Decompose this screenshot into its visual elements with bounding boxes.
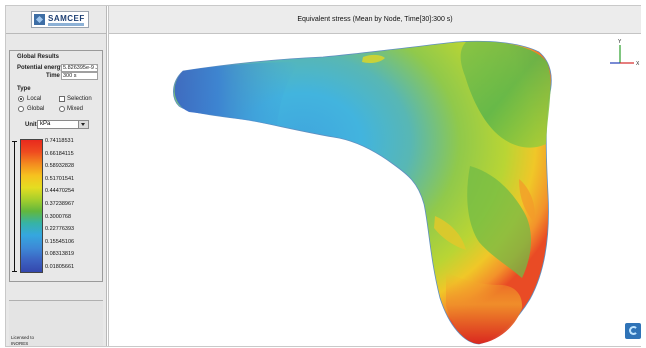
legend-level-5: 0.37238967 [45, 201, 75, 207]
time-field[interactable]: 300 s [61, 72, 98, 80]
y-axis-label: Y [618, 39, 622, 45]
stress-contour-plot[interactable]: Y X [109, 34, 641, 346]
unit-select-value: kPa [40, 121, 51, 127]
legend-level-9: 0.08313819 [45, 251, 75, 258]
scale-axis-top-cap [12, 141, 17, 142]
licensee-name: INORES [11, 341, 29, 346]
samcef-logo-icon [34, 14, 45, 25]
3d-viewport[interactable]: Y X [108, 34, 641, 346]
stress-color-legend [20, 139, 43, 273]
global-results-label: Global Results [17, 54, 60, 60]
x-axis-label: X [636, 61, 640, 67]
local-radio-label: Local [27, 96, 42, 102]
samcef-logo-icon [625, 323, 641, 339]
legend-level-1: 0.66184115 [45, 150, 74, 157]
axis-triad-icon: Y X [610, 39, 640, 67]
view-title: Equivalent stress (Mean by Node, Time[30… [297, 16, 453, 23]
unit-label: Unit [25, 122, 37, 128]
global-radio[interactable] [18, 106, 24, 112]
samcef-logo: SAMCEF [31, 11, 89, 28]
lower-green-region [467, 166, 531, 278]
potential-energy-label: Potential energy [17, 65, 64, 71]
legend-level-6: 0.3000768 [45, 213, 71, 220]
legend-level-4: 0.44470254 [45, 188, 75, 195]
mid-yellow-patch [434, 216, 466, 250]
local-radio[interactable] [18, 96, 24, 102]
left-blue-region [174, 62, 299, 126]
legend-level-10: 0.01805661 [45, 264, 75, 270]
legend-level-3: 0.51701541 [45, 175, 75, 182]
scale-axis-line [14, 141, 15, 272]
selection-checkbox-label: Selection [67, 96, 92, 102]
view-title-bar: Equivalent stress (Mean by Node, Time[30… [108, 6, 641, 34]
chevron-down-icon[interactable] [78, 121, 88, 128]
global-radio-label: Global [27, 106, 45, 112]
legend-level-7: 0.22776393 [45, 226, 75, 233]
scale-axis-bottom-cap [12, 271, 17, 272]
upper-yellow-spot [362, 54, 385, 63]
right-orange-patch [519, 179, 535, 222]
legend-level-0: 0.74118531 [45, 138, 74, 144]
logo-area: SAMCEF [6, 6, 106, 34]
potential-energy-field[interactable]: 5.826395e-9 J [61, 64, 98, 72]
mixed-radio-label: Mixed [67, 106, 84, 112]
license-panel [9, 300, 103, 346]
type-label: Type [17, 86, 31, 92]
tip-red-region [446, 272, 523, 344]
time-label: Time [46, 73, 60, 79]
unit-select[interactable]: kPa [37, 120, 89, 129]
logo-underline [48, 23, 84, 26]
licensed-to-label: Licensed to [11, 335, 35, 340]
selection-checkbox[interactable] [59, 96, 65, 102]
logo-text: SAMCEF [48, 14, 85, 23]
mixed-radio[interactable] [59, 106, 65, 112]
legend-level-8: 0.15545106 [45, 238, 75, 245]
legend-level-2: 0.58932828 [45, 163, 75, 170]
upper-right-green-region [460, 41, 551, 148]
